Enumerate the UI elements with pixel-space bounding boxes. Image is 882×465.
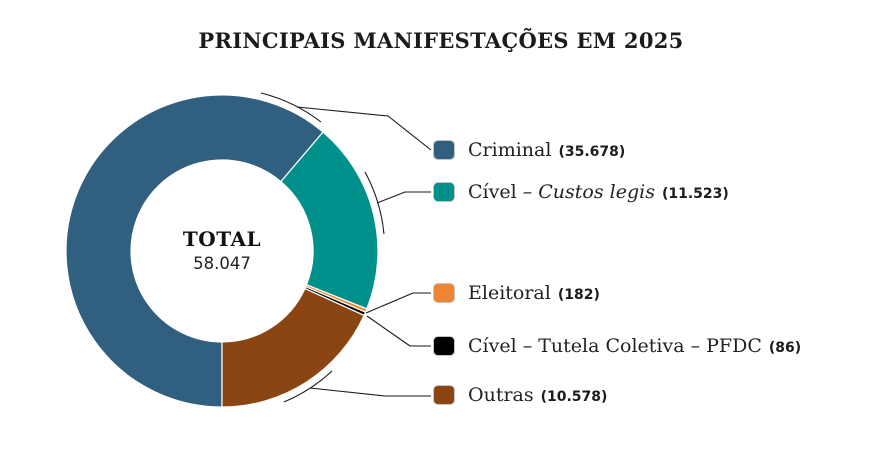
legend-text-italic: Custos legis	[538, 181, 655, 203]
total-value: 58.047	[193, 254, 251, 273]
legend-swatch-outras	[433, 385, 455, 405]
legend-swatch-criminal	[433, 140, 455, 160]
civel-tutela-coletiva-pfdc-leader-line	[366, 315, 431, 347]
legend-item-outras: Outras (10.578)	[433, 381, 607, 409]
legend-swatch-eleitoral	[433, 283, 455, 303]
legend-item-criminal: Criminal (35.678)	[433, 136, 625, 164]
legend-label-civel-tutela-coletiva-pfdc: Cível – Tutela Coletiva – PFDC (86)	[468, 335, 801, 357]
slice-criminal	[65, 94, 324, 408]
legend-label-criminal: Criminal (35.678)	[468, 139, 625, 161]
legend-value: (35.678)	[558, 144, 626, 160]
outras-tick-arc	[283, 370, 333, 403]
legend-text: Criminal	[468, 139, 552, 161]
chart-title: PRINCIPAIS MANIFESTAÇÕES EM 2025	[198, 28, 684, 53]
civel-custos-legis-leader-line	[376, 191, 431, 204]
legend-value: (10.578)	[540, 389, 608, 405]
slice-outras	[221, 287, 365, 408]
legend-text: Cível – Tutela Coletiva – PFDC	[468, 335, 762, 357]
legend-value: (182)	[557, 287, 600, 303]
total-label: TOTAL	[182, 227, 262, 251]
criminal-tick-arc	[260, 92, 322, 123]
legend-text: Eleitoral	[468, 282, 551, 304]
legend-label-civel-custos-legis: Cível – Custos legis (11.523)	[468, 181, 729, 203]
legend-item-eleitoral: Eleitoral (182)	[433, 279, 600, 307]
legend-value: (86)	[768, 340, 802, 356]
outras-leader-line	[309, 387, 431, 397]
legend-value: (11.523)	[661, 186, 729, 202]
legend-swatch-civel-tutela-coletiva-pfdc	[433, 336, 455, 356]
legend-item-civel-tutela-coletiva-pfdc: Cível – Tutela Coletiva – PFDC (86)	[433, 332, 801, 360]
criminal-leader-line	[296, 106, 432, 151]
legend-text: Outras	[468, 384, 534, 406]
legend-label-eleitoral: Eleitoral (182)	[468, 282, 600, 304]
legend-text: Cível –	[468, 181, 539, 203]
civel-custos-legis-tick-arc	[364, 171, 385, 235]
legend-item-civel-custos-legis: Cível – Custos legis (11.523)	[433, 178, 729, 206]
eleitoral-leader-line	[365, 292, 431, 314]
legend-swatch-civel-custos-legis	[433, 182, 455, 202]
legend-label-outras: Outras (10.578)	[468, 384, 607, 406]
donut-center-label: TOTAL 58.047	[122, 227, 322, 275]
